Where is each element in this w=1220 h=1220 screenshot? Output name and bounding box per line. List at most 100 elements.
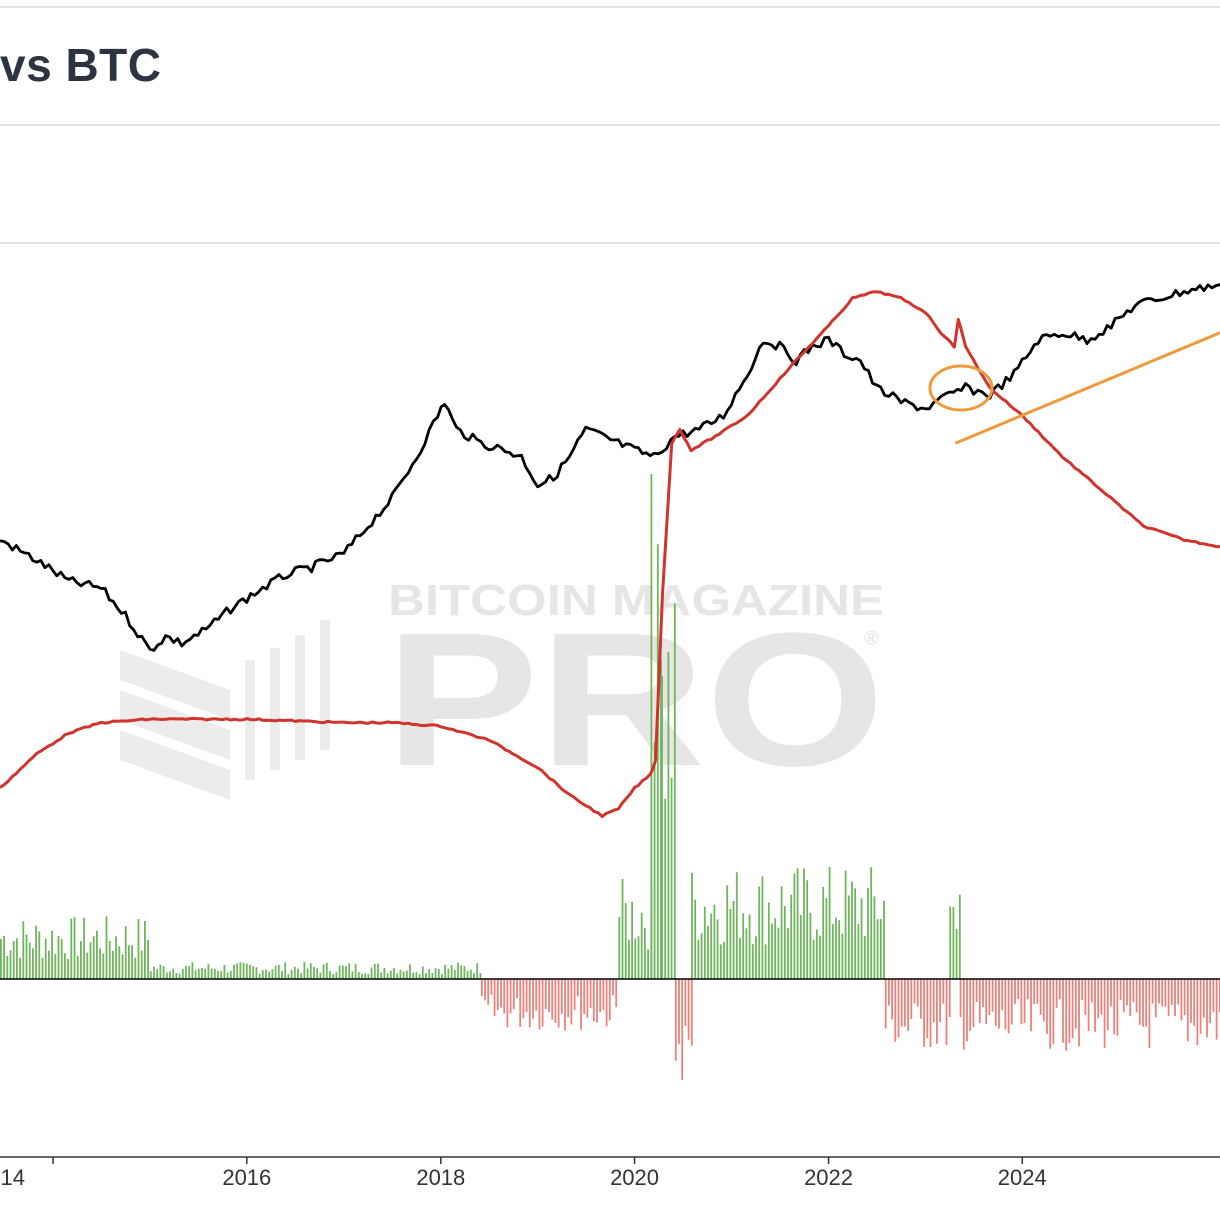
bar — [386, 973, 389, 979]
bar — [73, 917, 76, 979]
bar — [700, 933, 703, 979]
bar — [978, 979, 981, 1024]
bar — [425, 973, 427, 979]
bar — [112, 950, 114, 979]
bar — [819, 935, 821, 979]
bar — [883, 900, 885, 979]
bar — [847, 895, 850, 979]
bar — [661, 675, 663, 979]
bar — [1078, 979, 1080, 1047]
bar — [1074, 979, 1077, 1029]
bar — [1215, 979, 1218, 1040]
bar — [888, 979, 890, 1006]
bar — [303, 961, 306, 979]
bar — [860, 898, 863, 979]
bar — [434, 968, 437, 979]
bar — [175, 973, 178, 979]
bar — [140, 950, 143, 979]
bar — [554, 979, 557, 1023]
bar — [509, 979, 512, 1014]
bar — [1097, 979, 1100, 1019]
bar — [437, 969, 440, 979]
bar — [277, 965, 280, 979]
bar — [994, 979, 997, 1027]
bar — [589, 979, 592, 1009]
bar — [660, 658, 662, 979]
bar — [1186, 979, 1189, 1042]
bar — [1071, 979, 1074, 1038]
bar — [1209, 979, 1212, 1024]
bar — [656, 544, 659, 979]
bar — [1081, 979, 1084, 1001]
top-divider — [0, 6, 1220, 8]
bar — [19, 957, 21, 979]
bar — [624, 903, 627, 979]
x-tick-label: 2020 — [610, 1165, 659, 1190]
gridline-upper — [0, 242, 1220, 244]
watermark-candle — [295, 635, 305, 760]
bar — [345, 966, 347, 979]
bar — [67, 959, 69, 979]
bar — [210, 968, 213, 979]
bar — [284, 962, 287, 979]
bar — [1007, 979, 1010, 1034]
bar — [1170, 979, 1173, 1005]
annotation-trendline — [954, 331, 1220, 445]
bar — [364, 973, 367, 979]
bar — [128, 945, 130, 979]
bar — [751, 944, 754, 979]
bar-series — [0, 474, 1220, 1080]
bar — [99, 948, 101, 979]
bar — [851, 881, 853, 979]
bar — [409, 964, 411, 979]
bar — [197, 968, 200, 979]
bar — [351, 971, 354, 979]
bar — [121, 954, 124, 979]
bar — [634, 938, 637, 979]
bar — [38, 931, 41, 979]
bar — [939, 979, 941, 1022]
bar — [745, 928, 748, 979]
bar — [783, 906, 786, 979]
bar — [564, 979, 566, 1031]
bar — [271, 969, 274, 979]
bar — [194, 970, 197, 979]
bar — [985, 979, 988, 1025]
bar — [870, 867, 873, 979]
bar — [213, 968, 216, 979]
bar — [412, 972, 415, 979]
bar — [70, 918, 73, 979]
bar — [162, 966, 165, 979]
bar — [396, 973, 399, 979]
bar — [51, 930, 53, 979]
bar — [621, 879, 624, 979]
bar — [690, 979, 693, 1046]
bar — [290, 969, 293, 979]
watermark-candle — [320, 620, 330, 750]
bar — [1158, 979, 1160, 1004]
bar — [144, 921, 146, 979]
bar — [473, 973, 475, 979]
watermark: BITCOIN MAGAZINE PRO ® — [120, 576, 885, 806]
bar — [316, 968, 319, 979]
bar — [1068, 979, 1071, 1043]
bar — [500, 979, 502, 1008]
bar — [1167, 979, 1170, 1017]
bar — [484, 979, 486, 1001]
bar — [108, 941, 111, 979]
bar — [496, 979, 499, 1010]
bar — [920, 979, 922, 1019]
bar — [612, 979, 614, 996]
bar — [1177, 979, 1180, 1005]
bar — [159, 964, 162, 979]
bar — [618, 917, 621, 979]
bar — [748, 914, 751, 979]
bar — [261, 970, 264, 979]
bar — [879, 919, 882, 979]
bar — [1014, 979, 1016, 1004]
bar — [650, 474, 653, 979]
annotation-circle — [928, 364, 994, 412]
bar — [1036, 979, 1039, 1004]
bar — [729, 909, 732, 979]
